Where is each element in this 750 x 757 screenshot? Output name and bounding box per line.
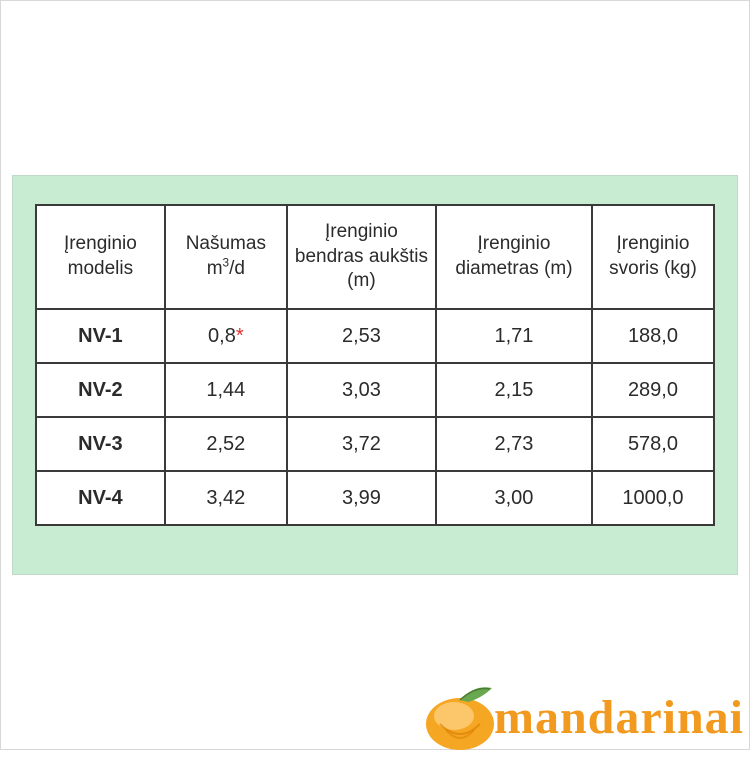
model-cell: NV-1 (36, 309, 165, 363)
table-panel: Įrenginio modelisNašumas m3/dĮrenginio b… (12, 175, 738, 575)
col-header-4: Įrenginio svoris (kg) (592, 205, 714, 309)
col-header-1: Našumas m3/d (165, 205, 287, 309)
data-cell: 289,0 (592, 363, 714, 417)
data-cell: 578,0 (592, 417, 714, 471)
watermark-text: mandarinai (494, 694, 750, 748)
data-cell: 3,72 (287, 417, 436, 471)
col-header-2: Įrenginio bendras aukštis (m) (287, 205, 436, 309)
data-cell: 2,52 (165, 417, 287, 471)
table-head: Įrenginio modelisNašumas m3/dĮrenginio b… (36, 205, 714, 309)
data-cell: 3,00 (436, 471, 592, 525)
model-cell: NV-2 (36, 363, 165, 417)
mandarin-icon (420, 674, 506, 752)
data-cell: 2,15 (436, 363, 592, 417)
table-body: NV-10,8*2,531,71188,0NV-21,443,032,15289… (36, 309, 714, 525)
table-row: NV-21,443,032,15289,0 (36, 363, 714, 417)
data-cell: 1,71 (436, 309, 592, 363)
col-header-3: Įrenginio diametras (m) (436, 205, 592, 309)
table-row: NV-43,423,993,001000,0 (36, 471, 714, 525)
model-cell: NV-3 (36, 417, 165, 471)
data-cell: 188,0 (592, 309, 714, 363)
header-row: Įrenginio modelisNašumas m3/dĮrenginio b… (36, 205, 714, 309)
model-cell: NV-4 (36, 471, 165, 525)
watermark: mandarinai (420, 670, 750, 748)
col-header-0: Įrenginio modelis (36, 205, 165, 309)
table-row: NV-32,523,722,73578,0 (36, 417, 714, 471)
data-cell: 1,44 (165, 363, 287, 417)
data-cell: 3,99 (287, 471, 436, 525)
data-cell: 3,42 (165, 471, 287, 525)
data-cell: 2,53 (287, 309, 436, 363)
specs-table: Įrenginio modelisNašumas m3/dĮrenginio b… (35, 204, 715, 526)
data-cell: 3,03 (287, 363, 436, 417)
data-cell: 2,73 (436, 417, 592, 471)
data-cell: 0,8* (165, 309, 287, 363)
data-cell: 1000,0 (592, 471, 714, 525)
table-row: NV-10,8*2,531,71188,0 (36, 309, 714, 363)
